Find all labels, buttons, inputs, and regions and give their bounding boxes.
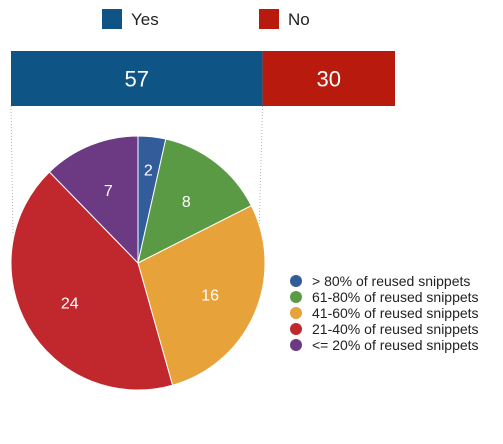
pie-chart: 2 8 16 24 7 xyxy=(10,135,266,391)
pie-value-label-5: 7 xyxy=(104,183,113,200)
pie-legend-marker-1 xyxy=(290,275,302,287)
bar-legend: Yes No xyxy=(102,9,310,29)
pie-legend-label-5: <= 20% of reused snippets xyxy=(312,337,479,353)
pie-legend-marker-3 xyxy=(290,307,302,319)
bar-segment-yes xyxy=(11,51,263,106)
legend-swatch-no xyxy=(259,9,279,29)
legend-swatch-yes xyxy=(102,9,122,29)
pie-value-label-1: 2 xyxy=(144,163,153,180)
pie-value-label-3: 16 xyxy=(201,288,219,305)
connector-line-left xyxy=(10,105,14,234)
pie-value-label-4: 24 xyxy=(61,295,79,312)
pie-legend-label-2: 61-80% of reused snippets xyxy=(312,289,479,305)
pie-legend-label-3: 41-60% of reused snippets xyxy=(312,305,479,321)
pie-legend-label-4: 21-40% of reused snippets xyxy=(312,321,479,337)
pie-slice-4 xyxy=(10,171,174,391)
pie-legend-marker-5 xyxy=(290,339,302,351)
connector-line-right xyxy=(258,105,264,234)
legend-label-yes: Yes xyxy=(131,10,159,29)
pie-slice-2 xyxy=(137,138,252,264)
bar-value-label-yes: 57 xyxy=(125,67,149,92)
bar-value-label-no: 30 xyxy=(317,67,341,92)
pie-legend-marker-4 xyxy=(290,323,302,335)
pie-legend-marker-2 xyxy=(290,291,302,303)
bar-segment-no xyxy=(262,51,395,106)
pie-value-label-2: 8 xyxy=(182,194,191,211)
connector-lines xyxy=(10,105,264,234)
stacked-bar: 57 30 xyxy=(11,51,395,106)
pie-legend-label-1: > 80% of reused snippets xyxy=(312,273,470,289)
legend-label-no: No xyxy=(288,10,310,29)
pie-slice-3 xyxy=(137,204,266,386)
pie-slice-5 xyxy=(48,135,139,265)
